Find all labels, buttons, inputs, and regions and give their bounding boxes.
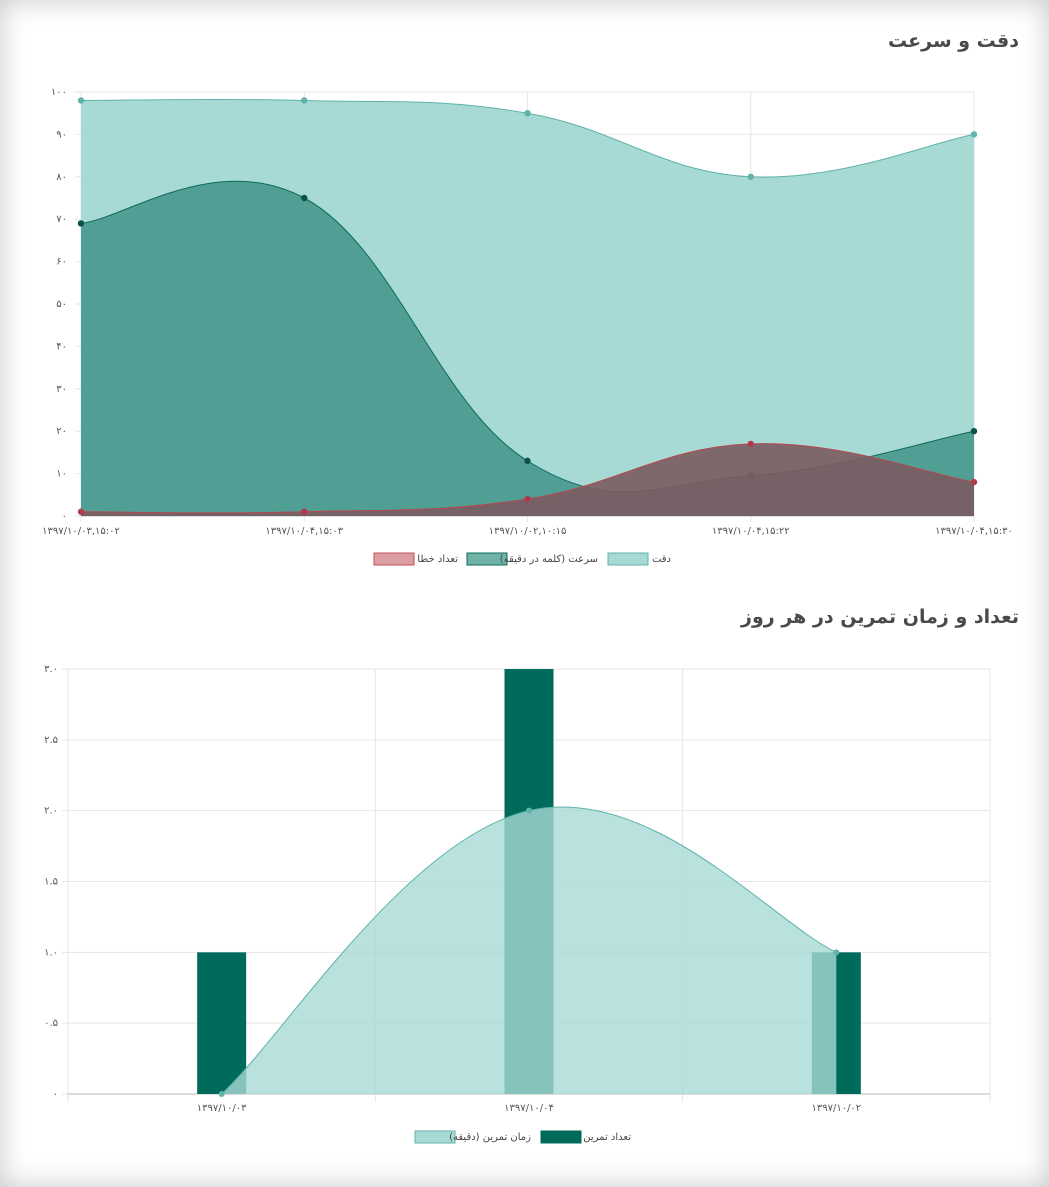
- legend-swatch: [414, 1130, 456, 1144]
- accuracy-speed-title: دقت و سرعت: [888, 30, 1019, 52]
- data-point: [524, 495, 531, 503]
- y-tick-label: ۱۰۰: [51, 87, 67, 98]
- series-area-1: [81, 181, 974, 516]
- legend-swatch: [540, 1130, 582, 1144]
- y-tick-label: ۳۰: [56, 384, 67, 395]
- y-tick-label: ۱.۰: [44, 947, 58, 958]
- y-tick-label: ۱۰: [56, 469, 67, 480]
- x-tick-label: ۱۳۹۷/۱۰/۰۴: [504, 1103, 554, 1114]
- data-point: [77, 508, 85, 515]
- y-tick-label: ۲.۰: [44, 806, 58, 817]
- y-tick-label: ۵۰: [56, 299, 67, 310]
- y-tick-label: ۲.۵: [44, 735, 58, 746]
- y-tick-label: ۴۰: [56, 341, 67, 352]
- x-tick-label: ۱۳۹۷/۱۰/۰۲,۱۰:۱۵: [489, 526, 567, 537]
- data-point: [77, 97, 85, 104]
- x-tick-label: ۱۳۹۷/۱۰/۰۴,۱۵:۳۰: [935, 526, 1013, 537]
- legend-label: تعداد تمرین: [583, 1132, 631, 1143]
- x-tick-label: ۱۳۹۷/۱۰/۰۳: [197, 1103, 247, 1114]
- bar: [197, 952, 247, 1094]
- data-point: [524, 110, 531, 117]
- data-point: [301, 97, 308, 104]
- data-point: [970, 478, 978, 486]
- y-tick-label: ۸۰: [56, 172, 67, 183]
- legend-label: سرعت (کلمه در دقیقه): [500, 554, 598, 565]
- legend-swatch: [373, 552, 415, 566]
- y-tick-label: ۰.۵: [44, 1018, 58, 1029]
- legend-swatch: [466, 552, 508, 566]
- legend-label: دقت: [652, 554, 671, 565]
- data-point: [833, 949, 840, 956]
- x-tick-label: ۱۳۹۷/۱۰/۰۴,۱۵:۰۳: [265, 526, 343, 537]
- legend-swatch: [607, 552, 649, 566]
- y-tick-label: ۹۰: [56, 129, 67, 140]
- y-tick-label: ۰: [62, 511, 67, 522]
- y-tick-label: ۶۰: [56, 257, 67, 268]
- data-point: [970, 131, 978, 138]
- series-area-2: [81, 443, 974, 516]
- accuracy-speed-chart: ۰ ۱۰ ۲۰ ۳۰ ۴۰ ۵۰ ۶۰ ۷۰ ۸۰ ۹۰ ۱۰۰ ۱۳۹۷/۱۰/۰۳,۱۵:۰۲ ۱۳…: [42, 87, 1013, 566]
- x-tick-label: ۱۳۹۷/۱۰/۰۳,۱۵:۰۲: [42, 526, 120, 537]
- x-tick-label: ۱۳۹۷/۱۰/۰۲: [811, 1103, 861, 1114]
- y-tick-label: ۱.۵: [44, 877, 58, 888]
- daily-practice-title: تعداد و زمان تمرین در هر روز: [741, 606, 1019, 628]
- y-tick-label: ۲۰: [56, 426, 67, 437]
- data-point: [970, 428, 978, 435]
- data-point: [301, 508, 308, 515]
- data-point: [77, 220, 85, 227]
- y-tick-label: ۷۰: [56, 214, 67, 225]
- data-point: [218, 1091, 225, 1097]
- data-point: [526, 807, 532, 814]
- data-point: [747, 173, 754, 180]
- practice-time-area: [221, 806, 837, 1094]
- legend-label: تعداد خطا: [417, 554, 458, 565]
- x-tick-label: ۱۳۹۷/۱۰/۰۴,۱۵:۲۲: [712, 526, 790, 537]
- data-point: [524, 457, 531, 465]
- y-tick-label: ۰: [53, 1089, 58, 1100]
- legend-label: زمان تمرین (دقیقه): [449, 1132, 531, 1143]
- data-point: [301, 194, 308, 202]
- y-tick-label: ۳.۰: [44, 664, 58, 675]
- data-point: [747, 440, 754, 448]
